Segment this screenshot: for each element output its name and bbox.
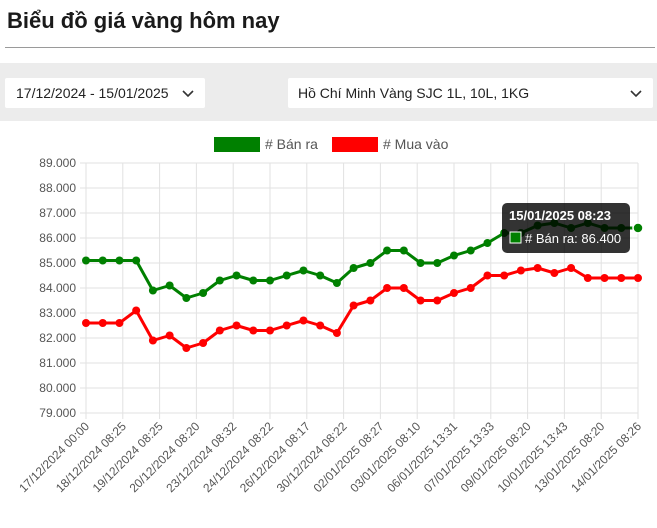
y-tick-label: 86.000: [39, 231, 76, 245]
data-point: [299, 316, 308, 325]
data-point: [115, 256, 124, 265]
chevron-down-icon: [182, 90, 194, 98]
data-point: [98, 319, 107, 327]
data-point: [533, 264, 542, 272]
legend-swatch: [214, 137, 260, 152]
price-chart[interactable]: 79.000 80.000 81.000 82.000 83.000 84.000 85.0…: [5, 121, 656, 523]
y-tick-label: 89.000: [39, 156, 76, 170]
data-point: [634, 274, 642, 282]
chart-legend: # Bán ra # Mua vào: [214, 136, 449, 152]
data-point: [550, 269, 559, 277]
y-tick-label: 84.000: [39, 281, 76, 295]
x-tick-label: 14/01/2025 08:26: [568, 419, 644, 495]
data-point: [115, 319, 124, 327]
data-point: [132, 256, 141, 265]
data-point: [450, 289, 458, 297]
data-point: [466, 246, 475, 255]
data-point: [266, 276, 274, 285]
data-point: [199, 289, 208, 297]
y-tick-label: 87.000: [39, 206, 76, 220]
data-point: [450, 251, 458, 260]
data-point: [366, 259, 375, 267]
data-point: [567, 264, 576, 272]
tooltip-label: # Bán ra: 86.400: [525, 231, 621, 246]
data-point: [433, 296, 442, 305]
y-tick-label: 88.000: [39, 181, 76, 195]
data-point: [433, 259, 442, 267]
data-point: [600, 274, 609, 282]
data-point: [165, 281, 174, 290]
data-point: [466, 284, 475, 292]
y-tick-label: 81.000: [39, 356, 76, 370]
filter-bar: 17/12/2024 - 15/01/2025 Hồ Chí Minh Vàng…: [0, 63, 657, 121]
data-point: [416, 296, 425, 305]
y-tick-label: 82.000: [39, 331, 76, 345]
data-point: [249, 326, 258, 335]
legend-label: # Bán ra: [265, 136, 318, 152]
data-point: [332, 279, 341, 287]
data-point: [82, 256, 90, 265]
data-point: [349, 264, 358, 272]
y-tick-label: 83.000: [39, 306, 76, 320]
data-point: [182, 344, 191, 352]
data-point: [583, 274, 592, 282]
data-point: [132, 306, 141, 315]
data-point: [249, 276, 258, 285]
data-point: [182, 294, 191, 302]
legend-label: # Mua vào: [383, 136, 449, 152]
data-point: [266, 326, 274, 335]
data-point: [399, 246, 408, 255]
data-point: [332, 329, 341, 337]
data-point: [416, 259, 425, 267]
series-buy: [82, 264, 642, 352]
gold-type-value: Hồ Chí Minh Vàng SJC 1L, 10L, 1KG: [298, 85, 530, 101]
data-point: [483, 239, 492, 247]
tooltip-box: [502, 203, 630, 253]
data-point: [98, 256, 107, 265]
data-point: [215, 276, 224, 285]
data-point: [165, 331, 174, 340]
data-point: [232, 321, 241, 330]
tooltip-swatch: [509, 231, 522, 244]
data-point: [199, 339, 208, 347]
title-divider: [5, 47, 655, 48]
data-point: [399, 284, 408, 292]
y-tick-label: 79.000: [39, 406, 76, 420]
date-range-value: 17/12/2024 - 15/01/2025: [16, 85, 169, 101]
y-tick-label: 85.000: [39, 256, 76, 270]
data-point: [282, 271, 291, 280]
chart-tooltip: 15/01/2025 08:23 # Bán ra: 86.400: [502, 203, 630, 253]
data-point: [299, 266, 308, 275]
gold-type-select[interactable]: Hồ Chí Minh Vàng SJC 1L, 10L, 1KG: [288, 78, 653, 108]
page-title: Biểu đồ giá vàng hôm nay: [7, 8, 280, 33]
data-point: [366, 296, 375, 305]
data-point: [148, 286, 157, 295]
data-point: [349, 301, 358, 310]
series-line: [86, 266, 638, 350]
data-point: [516, 266, 525, 275]
data-point: [316, 321, 325, 330]
hovered-point: [632, 222, 644, 234]
data-point: [383, 284, 392, 292]
chevron-down-icon: [630, 90, 642, 98]
data-point: [215, 326, 224, 335]
data-point: [282, 321, 291, 330]
date-range-select[interactable]: 17/12/2024 - 15/01/2025: [5, 78, 205, 108]
data-point: [617, 274, 626, 282]
data-point: [82, 319, 90, 327]
legend-swatch: [332, 137, 378, 152]
data-point: [500, 271, 509, 280]
chart-card: 79.000 80.000 81.000 82.000 83.000 84.000 85.0…: [5, 121, 656, 523]
data-point: [316, 271, 325, 280]
data-point: [483, 271, 492, 280]
data-point: [148, 336, 157, 345]
data-point: [232, 271, 241, 280]
y-tick-label: 80.000: [39, 381, 76, 395]
data-point: [383, 246, 392, 255]
tooltip-title: 15/01/2025 08:23: [509, 208, 611, 223]
